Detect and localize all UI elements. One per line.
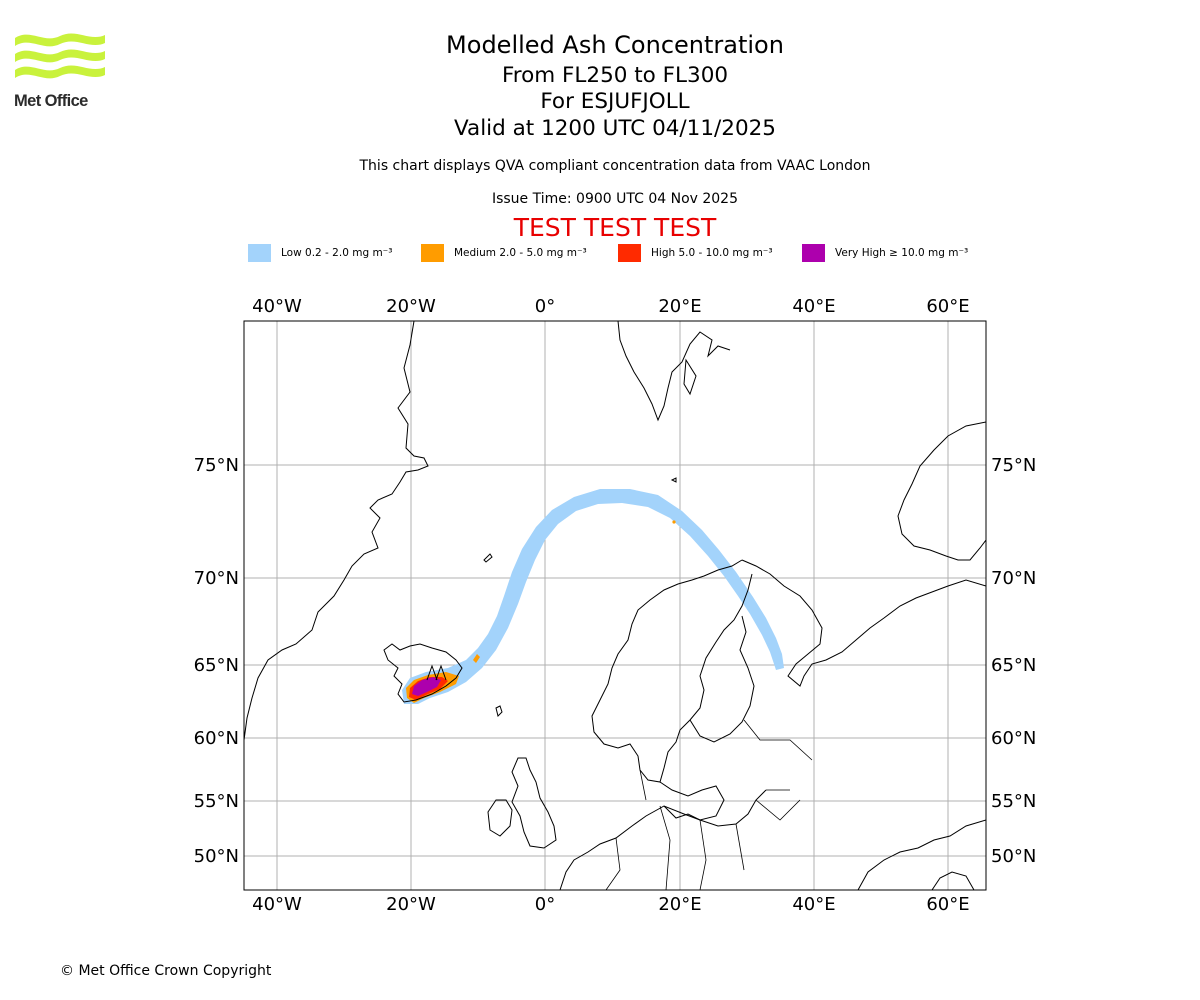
lon-tick-bottom-0: 0° <box>535 894 555 915</box>
lon-tick-top-60e: 60°E <box>926 296 969 317</box>
coastline-jan-mayen <box>483 553 493 563</box>
lat-tick-right-60n: 60°N <box>991 728 1036 749</box>
flight-levels-subtitle: From FL250 to FL300 <box>501 63 729 88</box>
coastline-caspian-north <box>931 871 975 890</box>
coastline-ireland <box>487 799 513 837</box>
lon-ticks-top: 40°W 20°W 0° 20°E 40°E 60°E <box>252 296 969 317</box>
lat-tick-left-50n: 50°N <box>194 846 239 867</box>
volcano-marker-icon <box>426 664 447 681</box>
lon-tick-bottom-40w: 40°W <box>252 894 302 915</box>
copyright-notice: © Met Office Crown Copyright <box>60 963 272 979</box>
lon-tick-bottom-60e: 60°E <box>926 894 969 915</box>
legend-label-high: High 5.0 - 10.0 mg m⁻³ <box>651 247 773 259</box>
coastline-svalbard-east <box>683 358 697 396</box>
map-frame <box>243 320 987 891</box>
coastline-baltic <box>659 781 725 821</box>
coastline-britain <box>511 757 557 849</box>
lat-tick-right-70n: 70°N <box>991 568 1036 589</box>
lon-tick-top-20e: 20°E <box>658 296 701 317</box>
legend-swatch-medium <box>421 244 444 262</box>
ash-plume-medium-spot-2 <box>672 520 676 524</box>
legend-swatch-low <box>248 244 271 262</box>
lon-tick-top-20w: 20°W <box>386 296 436 317</box>
legend-item-very-high: Very High ≥ 10.0 mg m⁻³ <box>802 244 968 262</box>
valid-time-subtitle: Valid at 1200 UTC 04/11/2025 <box>453 116 776 141</box>
lon-tick-bottom-40e: 40°E <box>792 894 835 915</box>
lat-ticks-left: 75°N 70°N 65°N 60°N 55°N 50°N <box>194 455 239 867</box>
coastline-faroe <box>495 705 503 717</box>
met-office-logo: Met Office <box>14 30 106 112</box>
legend-label-low: Low 0.2 - 2.0 mg m⁻³ <box>281 247 393 259</box>
chart-description: This chart displays QVA compliant concen… <box>359 158 871 174</box>
chart-title: Modelled Ash Concentration <box>446 31 784 59</box>
coastline-novaya-zemlya <box>897 421 986 561</box>
lat-tick-left-55n: 55°N <box>194 791 239 812</box>
legend-swatch-very-high <box>802 244 825 262</box>
met-office-waves-icon <box>15 33 105 79</box>
coastline-iceland <box>383 643 463 703</box>
concentration-legend: Low 0.2 - 2.0 mg m⁻³ Medium 2.0 - 5.0 mg… <box>0 244 1200 264</box>
lon-tick-top-40e: 40°E <box>792 296 835 317</box>
country-borders <box>605 719 813 890</box>
coastline-bear-island <box>670 477 677 483</box>
volcano-subtitle: For ESJUFJOLL <box>540 89 690 114</box>
legend-item-medium: Medium 2.0 - 5.0 mg m⁻³ <box>421 244 587 262</box>
lat-tick-right-65n: 65°N <box>991 655 1036 676</box>
legend-item-low: Low 0.2 - 2.0 mg m⁻³ <box>248 244 392 262</box>
coastline-greenland <box>244 321 429 741</box>
map-gridlines <box>244 321 986 890</box>
lon-ticks-bottom: 40°W 20°W 0° 20°E 40°E 60°E <box>252 894 969 915</box>
legend-label-very-high: Very High ≥ 10.0 mg m⁻³ <box>835 247 969 259</box>
ash-plume-medium-spot-1 <box>473 654 480 663</box>
issue-time: Issue Time: 0900 UTC 04 Nov 2025 <box>491 191 739 207</box>
coastline-continent <box>559 789 767 890</box>
lat-tick-left-60n: 60°N <box>194 728 239 749</box>
lon-tick-top-0: 0° <box>535 296 555 317</box>
lat-tick-right-75n: 75°N <box>991 455 1036 476</box>
legend-swatch-high <box>618 244 641 262</box>
lat-ticks-right: 75°N 70°N 65°N 60°N 55°N 50°N <box>991 455 1036 867</box>
lon-tick-bottom-20e: 20°E <box>658 894 701 915</box>
lat-tick-left-65n: 65°N <box>194 655 239 676</box>
test-banner: TEST TEST TEST <box>513 213 717 242</box>
lat-tick-right-50n: 50°N <box>991 846 1036 867</box>
coastline-east-russia <box>857 819 986 890</box>
coastlines <box>244 321 986 890</box>
logo-text: Met Office <box>14 92 88 110</box>
lat-tick-left-70n: 70°N <box>194 568 239 589</box>
coastline-gulf-bothnia <box>689 615 755 743</box>
coastline-kola <box>741 559 986 687</box>
legend-label-medium: Medium 2.0 - 5.0 mg m⁻³ <box>454 247 587 259</box>
lat-tick-left-75n: 75°N <box>194 455 239 476</box>
lon-tick-top-40w: 40°W <box>252 296 302 317</box>
coastline-scandinavia <box>591 559 753 783</box>
coastline-svalbard <box>617 321 731 422</box>
lat-tick-right-55n: 55°N <box>991 791 1036 812</box>
ash-plume-very-high <box>412 677 441 696</box>
lon-tick-bottom-20w: 20°W <box>386 894 436 915</box>
legend-item-high: High 5.0 - 10.0 mg m⁻³ <box>618 244 773 262</box>
